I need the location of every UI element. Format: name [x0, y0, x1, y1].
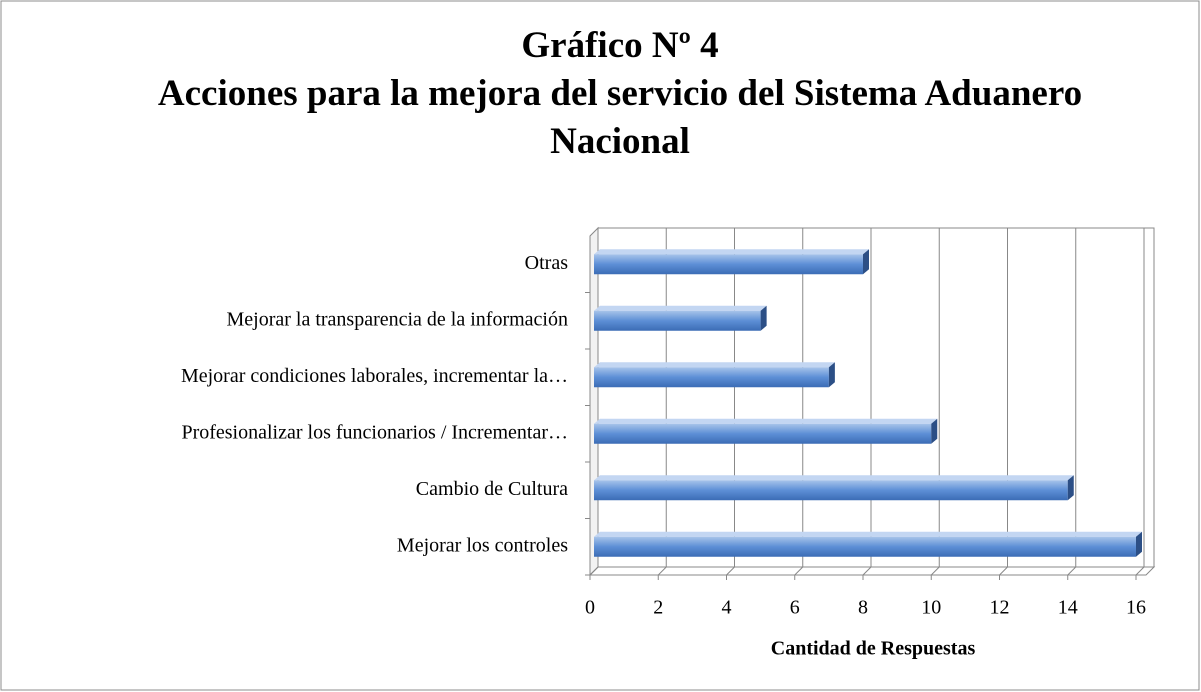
bar — [594, 310, 761, 331]
bar-end — [1136, 531, 1142, 557]
back-wall — [597, 227, 1155, 568]
bar-end — [931, 418, 938, 444]
x-tick-label: 8 — [858, 597, 868, 619]
y-tick-label: Mejorar los controles — [397, 534, 568, 556]
grid-line — [1067, 228, 1077, 576]
grid-line — [1135, 228, 1145, 576]
bar-end — [1067, 475, 1074, 501]
grid-line — [726, 228, 735, 576]
bar-top — [594, 418, 938, 424]
bar-top — [594, 305, 767, 311]
x-axis-label: Cantidad de Respuestas — [771, 638, 976, 660]
chart-title: Gráfico Nº 4 — [521, 25, 719, 66]
bar — [594, 254, 863, 275]
grid-line — [999, 228, 1008, 576]
bar — [594, 423, 932, 444]
bar-top — [594, 475, 1074, 481]
grid-line — [794, 228, 804, 576]
titles: Gráfico Nº 4 Acciones para la mejora del… — [100, 22, 1140, 166]
x-tick-label: 4 — [722, 597, 732, 619]
y-tick-label: Otras — [525, 252, 569, 274]
grid-line — [930, 228, 940, 576]
bar-top — [594, 249, 869, 255]
bar-end — [760, 305, 767, 331]
x-tick-label: 10 — [921, 597, 941, 619]
bar — [594, 367, 829, 388]
bar-top — [594, 362, 835, 368]
x-tick-label: 16 — [1126, 597, 1146, 619]
chart-subtitle: Acciones para la mejora del servicio del… — [157, 73, 1083, 162]
bar-end — [828, 362, 835, 388]
bar — [594, 536, 1136, 557]
grid-line — [657, 228, 667, 576]
grid-line — [862, 228, 872, 576]
x-tick-label: 6 — [790, 597, 800, 619]
y-tick-label: Mejorar condiciones laborales, increment… — [181, 365, 568, 387]
bar-top — [594, 531, 1142, 537]
x-tick-label: 12 — [990, 597, 1010, 619]
side-wall — [589, 226, 599, 577]
x-tick-label: 14 — [1058, 597, 1078, 619]
y-tick-label: Profesionalizar los funcionarios / Incre… — [181, 421, 568, 443]
y-tick-label: Cambio de Cultura — [416, 478, 568, 500]
y-tick-label: Mejorar la transparencia de la informaci… — [226, 308, 568, 330]
x-tick-label: 0 — [585, 597, 595, 619]
bar — [594, 480, 1068, 501]
x-tick-label: 2 — [653, 597, 663, 619]
bar-end — [863, 249, 869, 275]
grid-line — [589, 228, 599, 576]
